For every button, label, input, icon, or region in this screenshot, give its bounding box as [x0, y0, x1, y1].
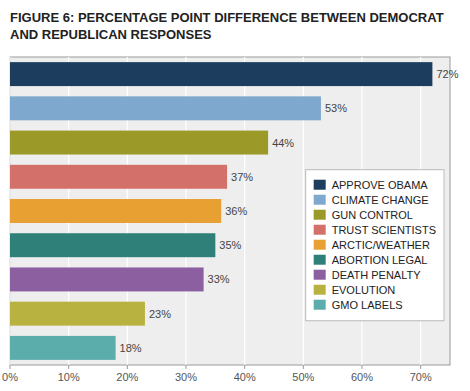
tick-mark: [186, 365, 187, 369]
legend: APPROVE OBAMA CLIMATE CHANGE GUN CONTROL TR…: [306, 170, 444, 321]
legend-swatch: [314, 210, 326, 220]
legend-label: APPROVE OBAMA: [332, 179, 429, 191]
tick-label: 70%: [410, 371, 432, 383]
tick-label: 50%: [292, 371, 314, 383]
tick-mark: [420, 365, 421, 369]
tick-label: 10%: [58, 371, 80, 383]
bar: [10, 199, 221, 223]
data-label: 35%: [219, 239, 241, 251]
legend-label: CLIMATE CHANGE: [332, 194, 429, 206]
tick-mark: [303, 365, 304, 369]
legend-swatch: [314, 195, 326, 205]
chart: FIGURE 6: PERCENTAGE POINT DIFFERENCE BE…: [0, 0, 470, 391]
data-label: 33%: [208, 273, 230, 285]
legend-swatch: [314, 225, 326, 235]
legend-swatch: [314, 300, 326, 310]
bar: [10, 165, 227, 189]
legend-label: ABORTION LEGAL: [332, 254, 428, 266]
tick-mark: [244, 365, 245, 369]
legend-label: TRUST SCIENTISTS: [332, 224, 436, 236]
tick-mark: [362, 365, 363, 369]
bar: [10, 233, 215, 257]
legend-swatch: [314, 240, 326, 250]
tick-label: 0%: [2, 371, 18, 383]
data-label: 37%: [231, 171, 253, 183]
legend-swatch: [314, 270, 326, 280]
tick-mark: [68, 365, 69, 369]
title: FIGURE 6: PERCENTAGE POINT DIFFERENCE BE…: [10, 10, 444, 42]
tick-mark: [10, 365, 11, 369]
legend-label: ARCTIC/WEATHER: [332, 239, 430, 251]
plot-area: [10, 57, 450, 365]
bar: [10, 96, 321, 120]
legend-swatch: [314, 180, 326, 190]
legend-label: EVOLUTION: [332, 284, 396, 296]
legend-box: [306, 170, 444, 321]
tick-label: 60%: [351, 371, 373, 383]
data-label: 23%: [149, 308, 171, 320]
data-label: 44%: [272, 137, 294, 149]
legend-label: GUN CONTROL: [332, 209, 413, 221]
data-label: 53%: [325, 102, 347, 114]
legend-swatch: [314, 255, 326, 265]
bar: [10, 62, 432, 86]
bar: [10, 131, 268, 155]
data-label: 72%: [436, 68, 458, 80]
tick-mark: [127, 365, 128, 369]
tick-label: 40%: [234, 371, 256, 383]
legend-swatch: [314, 285, 326, 295]
tick-label: 30%: [175, 371, 197, 383]
legend-label: DEATH PENALTY: [332, 269, 421, 281]
bar: [10, 302, 145, 326]
tick-label: 20%: [116, 371, 138, 383]
bar: [10, 267, 204, 291]
legend-label: GMO LABELS: [332, 299, 403, 311]
data-label: 18%: [120, 342, 142, 354]
bar: [10, 336, 116, 360]
data-label: 36%: [225, 205, 247, 217]
